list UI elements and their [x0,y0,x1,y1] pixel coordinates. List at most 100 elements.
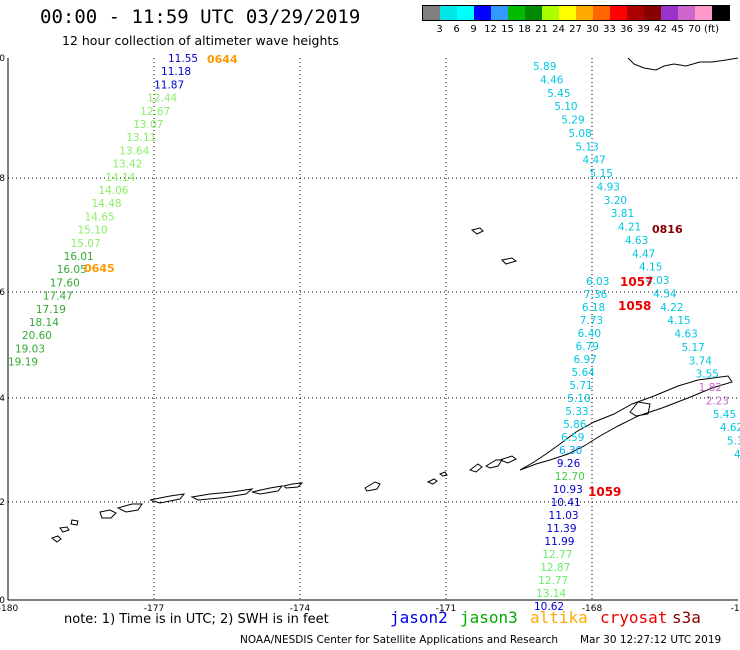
satellite-legend-altika: altika [530,608,588,627]
wave-height-value: 4.22 [660,302,683,314]
aleutian-chain-central [364,455,517,492]
scale-swatch [610,6,627,20]
track-time-label: 0645 [84,262,115,275]
wave-height-value: 19.19 [8,357,38,369]
alaska-peninsula [519,375,733,471]
wave-height-value: 5.3 [727,436,740,448]
scale-swatch [474,6,491,20]
wave-height-value: 4.54 [653,288,677,300]
satellite-legend-jason3: jason3 [460,608,518,627]
scale-label: 39 [637,24,650,35]
satellite-legend-jason2: jason2 [390,608,448,627]
wave-height-value: 6.03 [586,276,609,288]
latitude-tick-label: 54 [0,394,5,404]
alaska-mainland-coast [627,57,739,71]
wave-height-value: 12.67 [140,106,170,118]
wave-height-value: 6.97 [574,354,597,366]
scale-label: 24 [552,24,565,35]
scale-swatch [644,6,661,20]
scale-swatch [678,6,695,20]
wave-height-value: 5.33 [565,406,588,418]
scale-label: 6 [453,24,460,35]
wave-height-value: 11.18 [161,66,191,78]
satellite-legend-s3a: s3a [672,608,701,627]
wave-height-value: 4.15 [667,315,690,327]
wave-height-value: 5.29 [561,115,584,127]
wave-height-value: 15.10 [78,225,108,237]
scale-label: 21 [535,24,548,35]
wave-height-value: 5.45 [547,88,570,100]
scale-label: 27 [569,24,582,35]
scale-label: 12 [484,24,497,35]
wave-height-value: 2.23 [706,395,729,407]
wave-height-value: 11.03 [549,510,579,522]
wave-height-value: 4.47 [632,248,655,260]
wave-height-value: 5.10 [554,101,577,113]
satellite-track-b: 5.894.465.455.105.295.085.134.475.154.93… [533,61,740,461]
wave-height-value: 3.81 [611,208,634,220]
scale-swatch [508,6,525,20]
wave-height-value: 3.74 [689,355,713,367]
wave-height-value: 10.41 [551,497,581,509]
wave-height-value: 17.19 [36,304,66,316]
scale-label: 30 [586,24,599,35]
map-grid [8,58,738,600]
wave-height-value: 13.07 [133,119,163,131]
wave-height-value: 5.64 [571,367,595,379]
track-time-label: 1057 [620,275,653,289]
wave-height-value: 6.40 [578,328,601,340]
latitude-tick-label: 52 [0,498,5,508]
scale-label: 18 [518,24,531,35]
wave-height-value: 13.64 [119,145,149,157]
scale-swatch [559,6,576,20]
wave-height-value: 10.93 [553,484,583,496]
map-subtitle: 12 hour collection of altimeter wave hei… [62,33,339,48]
wave-height-value: 4.63 [625,235,648,247]
scale-label: 15 [501,24,514,35]
legend-note: note: 1) Time is in UTC; 2) SWH is in fe… [64,612,329,627]
wave-height-value: 5.71 [569,380,592,392]
wave-height-value: 11.87 [154,79,184,91]
scale-swatch [661,6,678,20]
footer-credit: NOAA/NESDIS Center for Satellite Applica… [240,634,558,646]
longitude-tick-label: -16 [731,604,740,614]
wave-height-value: 14.14 [105,172,135,184]
wave-height-value: 3.55 [696,369,719,381]
pribilof-islands [470,227,518,265]
latitude-tick-label: 50 [0,596,5,606]
wave-height-value: 12.77 [542,549,572,561]
longitude-tick-label: -168 [582,604,603,614]
scale-swatch [423,6,440,20]
wave-height-value: 11.99 [544,536,574,548]
scale-label: 36 [620,24,633,35]
wave-height-value: 17.47 [43,291,73,303]
wave-height-value: 13.14 [536,588,566,600]
wave-height-value: 14.65 [85,211,115,223]
wave-height-value: 5.08 [568,128,591,140]
satellite-track-c: 6.037.366.187.736.406.796.975.645.715.10… [534,275,653,613]
wave-height-value: 7.36 [584,289,608,301]
scale-swatch [491,6,508,20]
wave-height-value: 14.06 [98,185,128,197]
scale-label: 42 [654,24,667,35]
scale-swatch [525,6,542,20]
wave-height-value: 6.18 [582,302,605,314]
wave-height-value: 10.62 [534,601,564,613]
wave-height-value: 4.62 [720,422,740,434]
longitude-tick-label: -177 [144,604,164,614]
wave-height-value: 18.14 [29,317,59,329]
longitude-tick-label: -180 [0,604,18,614]
wave-height-value: 16.05 [57,264,87,276]
track-time-label: 1058 [618,299,651,313]
wave-height-value: 5.89 [533,61,556,73]
wave-height-value: 11.55 [168,53,198,65]
scale-swatch [695,6,712,20]
scale-swatch [542,6,559,20]
scale-swatch [576,6,593,20]
scale-swatch [627,6,644,20]
wave-height-value: 19.03 [15,343,45,355]
wave-height-value: 12.44 [147,93,177,105]
map-title: 00:00 - 11:59 UTC 03/29/2019 [40,6,361,28]
